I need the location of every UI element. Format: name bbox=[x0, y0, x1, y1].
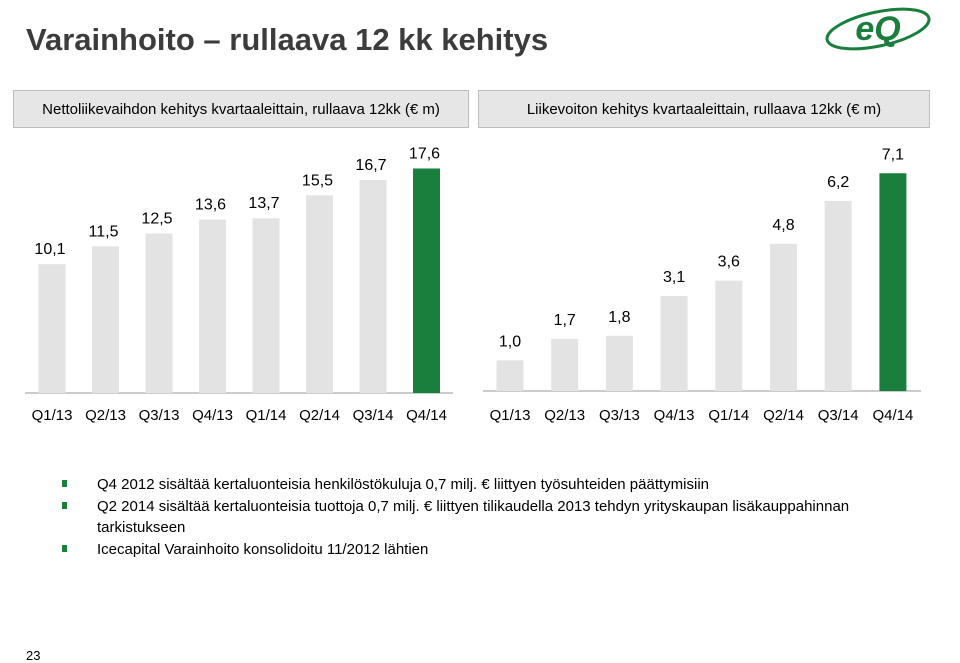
bar-q1-13 bbox=[496, 360, 524, 391]
logo-text: eQ bbox=[855, 10, 900, 48]
bar-value-label: 1,0 bbox=[499, 333, 521, 350]
bar-value-label: 15,5 bbox=[302, 172, 333, 189]
bullet-icon bbox=[62, 545, 67, 552]
bar-value-label: 3,1 bbox=[663, 269, 685, 286]
bar-q4-13 bbox=[660, 295, 688, 391]
bar-q3-13 bbox=[145, 233, 173, 393]
page-number: 23 bbox=[26, 648, 41, 663]
x-tick-label: Q3/14 bbox=[353, 407, 394, 424]
x-tick-label: Q1/14 bbox=[708, 407, 749, 424]
x-tick-label: Q4/13 bbox=[654, 407, 695, 424]
bar-value-label: 13,6 bbox=[195, 197, 226, 214]
bar-q3-14 bbox=[359, 179, 387, 393]
bullet-icon bbox=[62, 502, 67, 509]
x-tick-label: Q2/14 bbox=[299, 407, 340, 424]
bar-value-label: 1,8 bbox=[608, 309, 630, 326]
note-item: Q4 2012 sisältää kertaluonteisia henkilö… bbox=[60, 474, 920, 495]
bar-q2-13 bbox=[551, 338, 579, 391]
bar-value-label: 7,1 bbox=[882, 146, 904, 163]
bar-q4-14 bbox=[413, 168, 440, 393]
x-tick-label: Q1/13 bbox=[490, 407, 531, 424]
bar-value-label: 1,7 bbox=[554, 312, 576, 329]
x-tick-label: Q4/13 bbox=[192, 407, 233, 424]
x-tick-label: Q3/13 bbox=[599, 407, 640, 424]
bar-value-label: 13,7 bbox=[248, 195, 279, 212]
note-item: Q2 2014 sisältää kertaluonteisia tuottoj… bbox=[60, 496, 920, 538]
bar-value-label: 11,5 bbox=[89, 223, 119, 240]
x-tick-label: Q4/14 bbox=[406, 407, 447, 424]
bar-value-label: 17,6 bbox=[409, 145, 440, 162]
net-revenue-chart-title: Nettoliikevaihdon kehitys kvartaaleittai… bbox=[13, 90, 469, 128]
x-tick-label: Q2/13 bbox=[544, 407, 585, 424]
x-tick-label: Q3/14 bbox=[818, 407, 859, 424]
bullet-icon bbox=[62, 480, 67, 487]
bar-q4-14 bbox=[879, 173, 907, 391]
bar-q1-14 bbox=[715, 280, 743, 391]
bar-value-label: 3,6 bbox=[718, 254, 740, 271]
notes-list: Q4 2012 sisältää kertaluonteisia henkilö… bbox=[60, 474, 920, 561]
note-text: Q4 2012 sisältää kertaluonteisia henkilö… bbox=[97, 476, 710, 493]
note-text: Icecapital Varainhoito konsolidoitu 11/2… bbox=[97, 541, 429, 558]
bar-q2-13 bbox=[92, 246, 119, 393]
x-tick-label: Q3/13 bbox=[139, 407, 180, 424]
bar-q1-13 bbox=[38, 264, 66, 393]
bar-value-label: 6,2 bbox=[827, 174, 849, 191]
bar-q2-14 bbox=[770, 243, 797, 391]
x-tick-label: Q2/14 bbox=[763, 407, 804, 424]
eq-logo: eQ bbox=[825, 7, 931, 51]
x-tick-label: Q1/14 bbox=[246, 407, 287, 424]
note-text: Q2 2014 sisältää kertaluonteisia tuottoj… bbox=[97, 498, 850, 536]
x-tick-label: Q2/13 bbox=[85, 407, 126, 424]
operating-profit-chart-title: Liikevoiton kehitys kvartaaleittain, rul… bbox=[478, 90, 930, 128]
x-tick-label: Q4/14 bbox=[872, 407, 913, 424]
bar-value-label: 4,8 bbox=[772, 217, 794, 234]
x-tick-label: Q1/13 bbox=[32, 407, 73, 424]
bar-q2-14 bbox=[306, 195, 333, 393]
bar-q3-13 bbox=[605, 335, 633, 391]
page-title: Varainhoito – rullaava 12 kk kehitys bbox=[26, 22, 549, 57]
bar-q3-14 bbox=[824, 200, 852, 391]
bar-value-label: 12,5 bbox=[141, 211, 172, 228]
bar-q1-14 bbox=[252, 218, 280, 393]
bar-value-label: 16,7 bbox=[355, 157, 386, 174]
bar-value-label: 10,1 bbox=[34, 241, 65, 258]
bar-q4-13 bbox=[199, 219, 226, 393]
note-item: Icecapital Varainhoito konsolidoitu 11/2… bbox=[60, 539, 920, 560]
